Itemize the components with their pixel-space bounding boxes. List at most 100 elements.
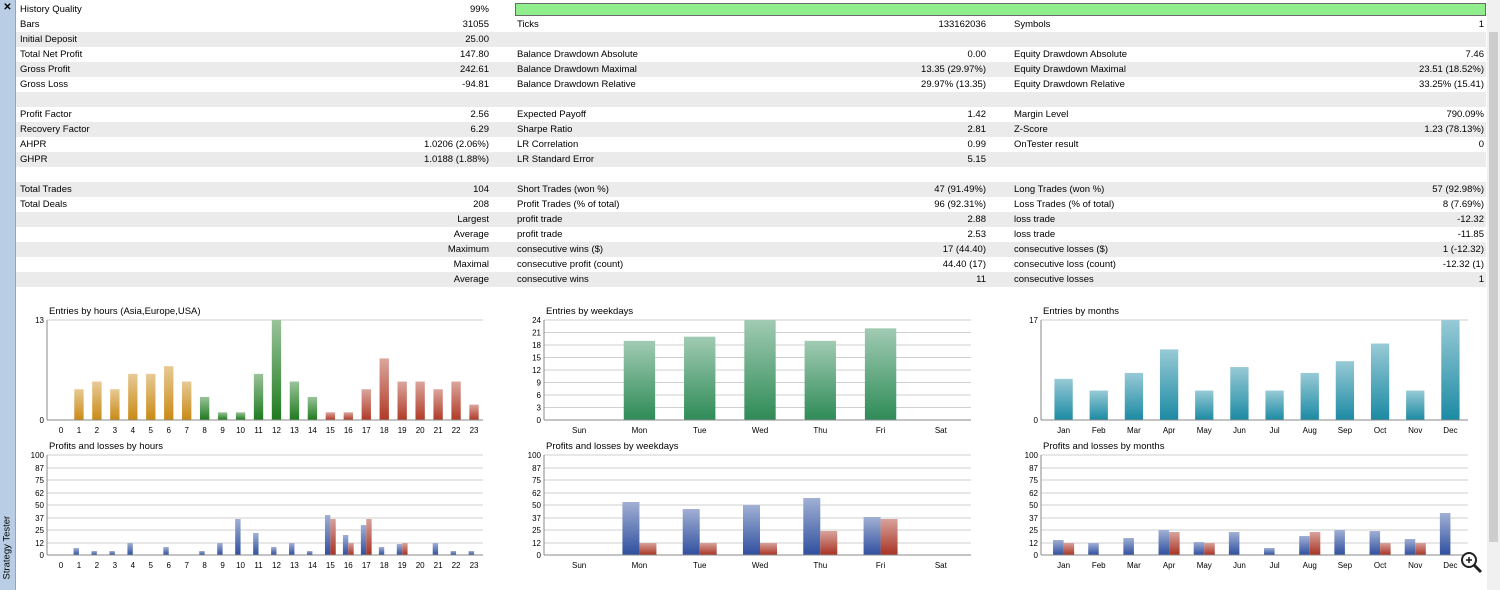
stat-label: LR Correlation [517,139,579,150]
bar [92,381,102,420]
loss-bar [1063,543,1075,555]
x-tick-label: 12 [272,426,281,435]
y-tick-label: 75 [1029,476,1038,485]
loss-bar [699,543,717,555]
bar [110,389,120,420]
y-tick-label: 25 [1029,526,1038,535]
x-tick-label: Feb [1092,426,1106,435]
y-tick-label: 62 [35,489,44,498]
x-tick-label: 18 [380,561,389,570]
y-tick-label: 75 [532,476,541,485]
profit-bar [682,509,700,555]
x-tick-label: 2 [95,561,100,570]
stat-value: Maximal [453,259,489,270]
close-icon[interactable]: ✕ [3,2,12,13]
bar [1195,390,1214,420]
profit-bar [1053,540,1064,555]
x-tick-label: 17 [362,561,371,570]
stat-label: Profit Trades (% of total) [517,199,620,210]
y-tick-label: 25 [35,526,44,535]
x-tick-label: 18 [380,426,389,435]
report-row [16,167,1486,182]
y-tick-label: 6 [537,391,542,400]
report-row: Average consecutive wins 11 consecutive los… [16,272,1486,287]
profit-bar [91,551,97,555]
profit-bar [1193,542,1205,555]
profit-bar [271,547,277,555]
y-tick-label: 15 [532,354,541,363]
zoom-icon[interactable] [1458,549,1484,575]
stat-value: 33.25% (15.41) [1419,79,1484,90]
x-tick-label: Apr [1163,561,1176,570]
stat-value: 44.40 (17) [942,259,986,270]
x-tick-label: 2 [95,426,100,435]
loss-bar [1169,532,1180,555]
stat-value: 47 (91.49%) [934,184,986,195]
stat-label: Total Trades [20,184,72,195]
history-quality-bar [515,3,1486,16]
y-tick-label: 21 [532,329,541,338]
bar [1124,372,1144,420]
x-tick-label: 4 [131,561,136,570]
chart-title: Profits and losses by hours [49,441,163,452]
x-tick-label: Wed [752,426,768,435]
stat-label: Equity Drawdown Relative [1014,79,1125,90]
x-tick-label: Nov [1408,561,1422,570]
x-tick-label: 11 [254,426,263,435]
report-row [16,92,1486,107]
loss-bar [1415,543,1426,555]
x-tick-label: Jun [1233,561,1246,570]
profit-bar [1158,530,1170,555]
stat-value: 208 [473,199,489,210]
stat-value: 0.00 [967,49,987,60]
loss-bar [1309,532,1321,555]
stat-value: 5.15 [967,154,987,165]
x-tick-label: Fri [876,426,886,435]
y-tick-label: 50 [35,501,44,510]
report-row: Average profit trade 2.53 loss trade -11.85 [16,227,1486,242]
x-tick-label: 4 [131,426,136,435]
x-tick-label: 15 [326,561,335,570]
bar [182,381,192,420]
stat-label: Ticks [517,19,539,30]
x-tick-label: Nov [1408,426,1422,435]
y-tick-label: 0 [40,551,45,560]
x-tick-label: May [1197,561,1212,570]
report-row: Bars 31055 Ticks 133162036 Symbols 1 [16,17,1486,32]
profit-bar [342,535,349,555]
report-row: Gross Loss -94.81 Balance Drawdown Relativ… [16,77,1486,92]
stat-label: loss trade [1014,214,1056,225]
profit-bar [109,551,115,555]
x-tick-label: Sat [935,426,948,435]
x-tick-label: 16 [344,426,353,435]
x-tick-label: 14 [308,561,317,570]
x-tick-label: 6 [167,426,172,435]
report-row: Profit Factor 2.56 Expected Payoff 1.42 Marg… [16,107,1486,122]
history-quality-value: 99% [469,4,489,15]
stat-value: 104 [473,184,489,195]
scrollbar-thumb[interactable] [1489,32,1498,542]
x-tick-label: 8 [202,561,207,570]
report-row: Initial Deposit 25.00 [16,32,1486,47]
x-tick-label: 20 [416,426,425,435]
stat-label: LR Standard Error [517,154,595,165]
profit-bar [307,551,313,555]
x-tick-label: Sep [1338,561,1353,570]
x-tick-label: 7 [184,561,189,570]
profit-bar [127,543,133,555]
x-tick-label: Tue [693,561,707,570]
x-tick-label: 21 [434,561,443,570]
stat-value: 1 [1478,274,1484,285]
stat-value: 1.23 (78.13%) [1424,124,1484,135]
loss-bar [366,519,372,555]
stat-label: Profit Factor [20,109,72,120]
stat-label: Recovery Factor [20,124,90,135]
stat-value: 8 (7.69%) [1442,199,1484,210]
profit-bar [1228,532,1240,555]
scrollbar[interactable] [1487,0,1500,590]
bar [1370,343,1390,420]
bar [361,389,371,420]
x-tick-label: 19 [398,561,407,570]
loss-bar [402,543,408,555]
